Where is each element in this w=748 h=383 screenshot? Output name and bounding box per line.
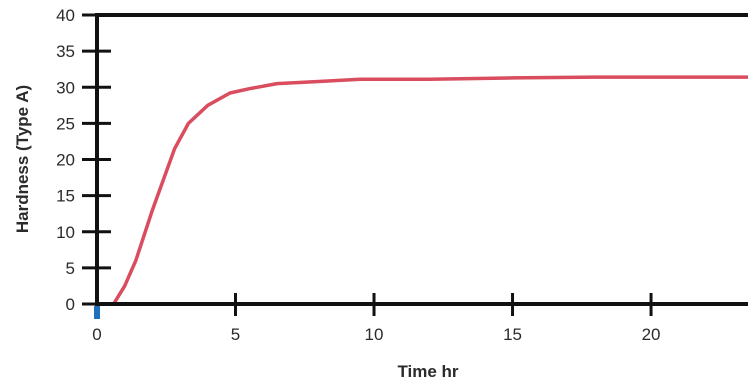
x-tick-label: 15 [503, 325, 522, 344]
y-tick-label: 25 [56, 114, 75, 133]
x-axis-title: Time hr [397, 362, 458, 381]
y-tick-label: 35 [56, 42, 75, 61]
y-tick-label: 0 [66, 295, 75, 314]
x-tick-label: 20 [642, 325, 661, 344]
y-tick-label: 5 [66, 259, 75, 278]
y-tick-label: 15 [56, 187, 75, 206]
y-axis-title: Hardness (Type A) [13, 85, 32, 233]
x-tick-label: 5 [231, 325, 240, 344]
series-group [111, 75, 748, 306]
axes [94, 13, 748, 319]
y-axis-ticks: 0 5 10 15 20 25 30 35 40 [56, 6, 111, 314]
y-tick-label: 20 [56, 151, 75, 170]
hardness-line [111, 75, 748, 306]
x-tick-label: 10 [365, 325, 384, 344]
y-tick-label: 30 [56, 78, 75, 97]
origin-marker [94, 306, 100, 319]
x-tick-label: 0 [92, 325, 101, 344]
x-axis-ticks: 0 5 10 15 20 [92, 293, 661, 344]
y-tick-label: 40 [56, 6, 75, 25]
y-tick-label: 10 [56, 223, 75, 242]
